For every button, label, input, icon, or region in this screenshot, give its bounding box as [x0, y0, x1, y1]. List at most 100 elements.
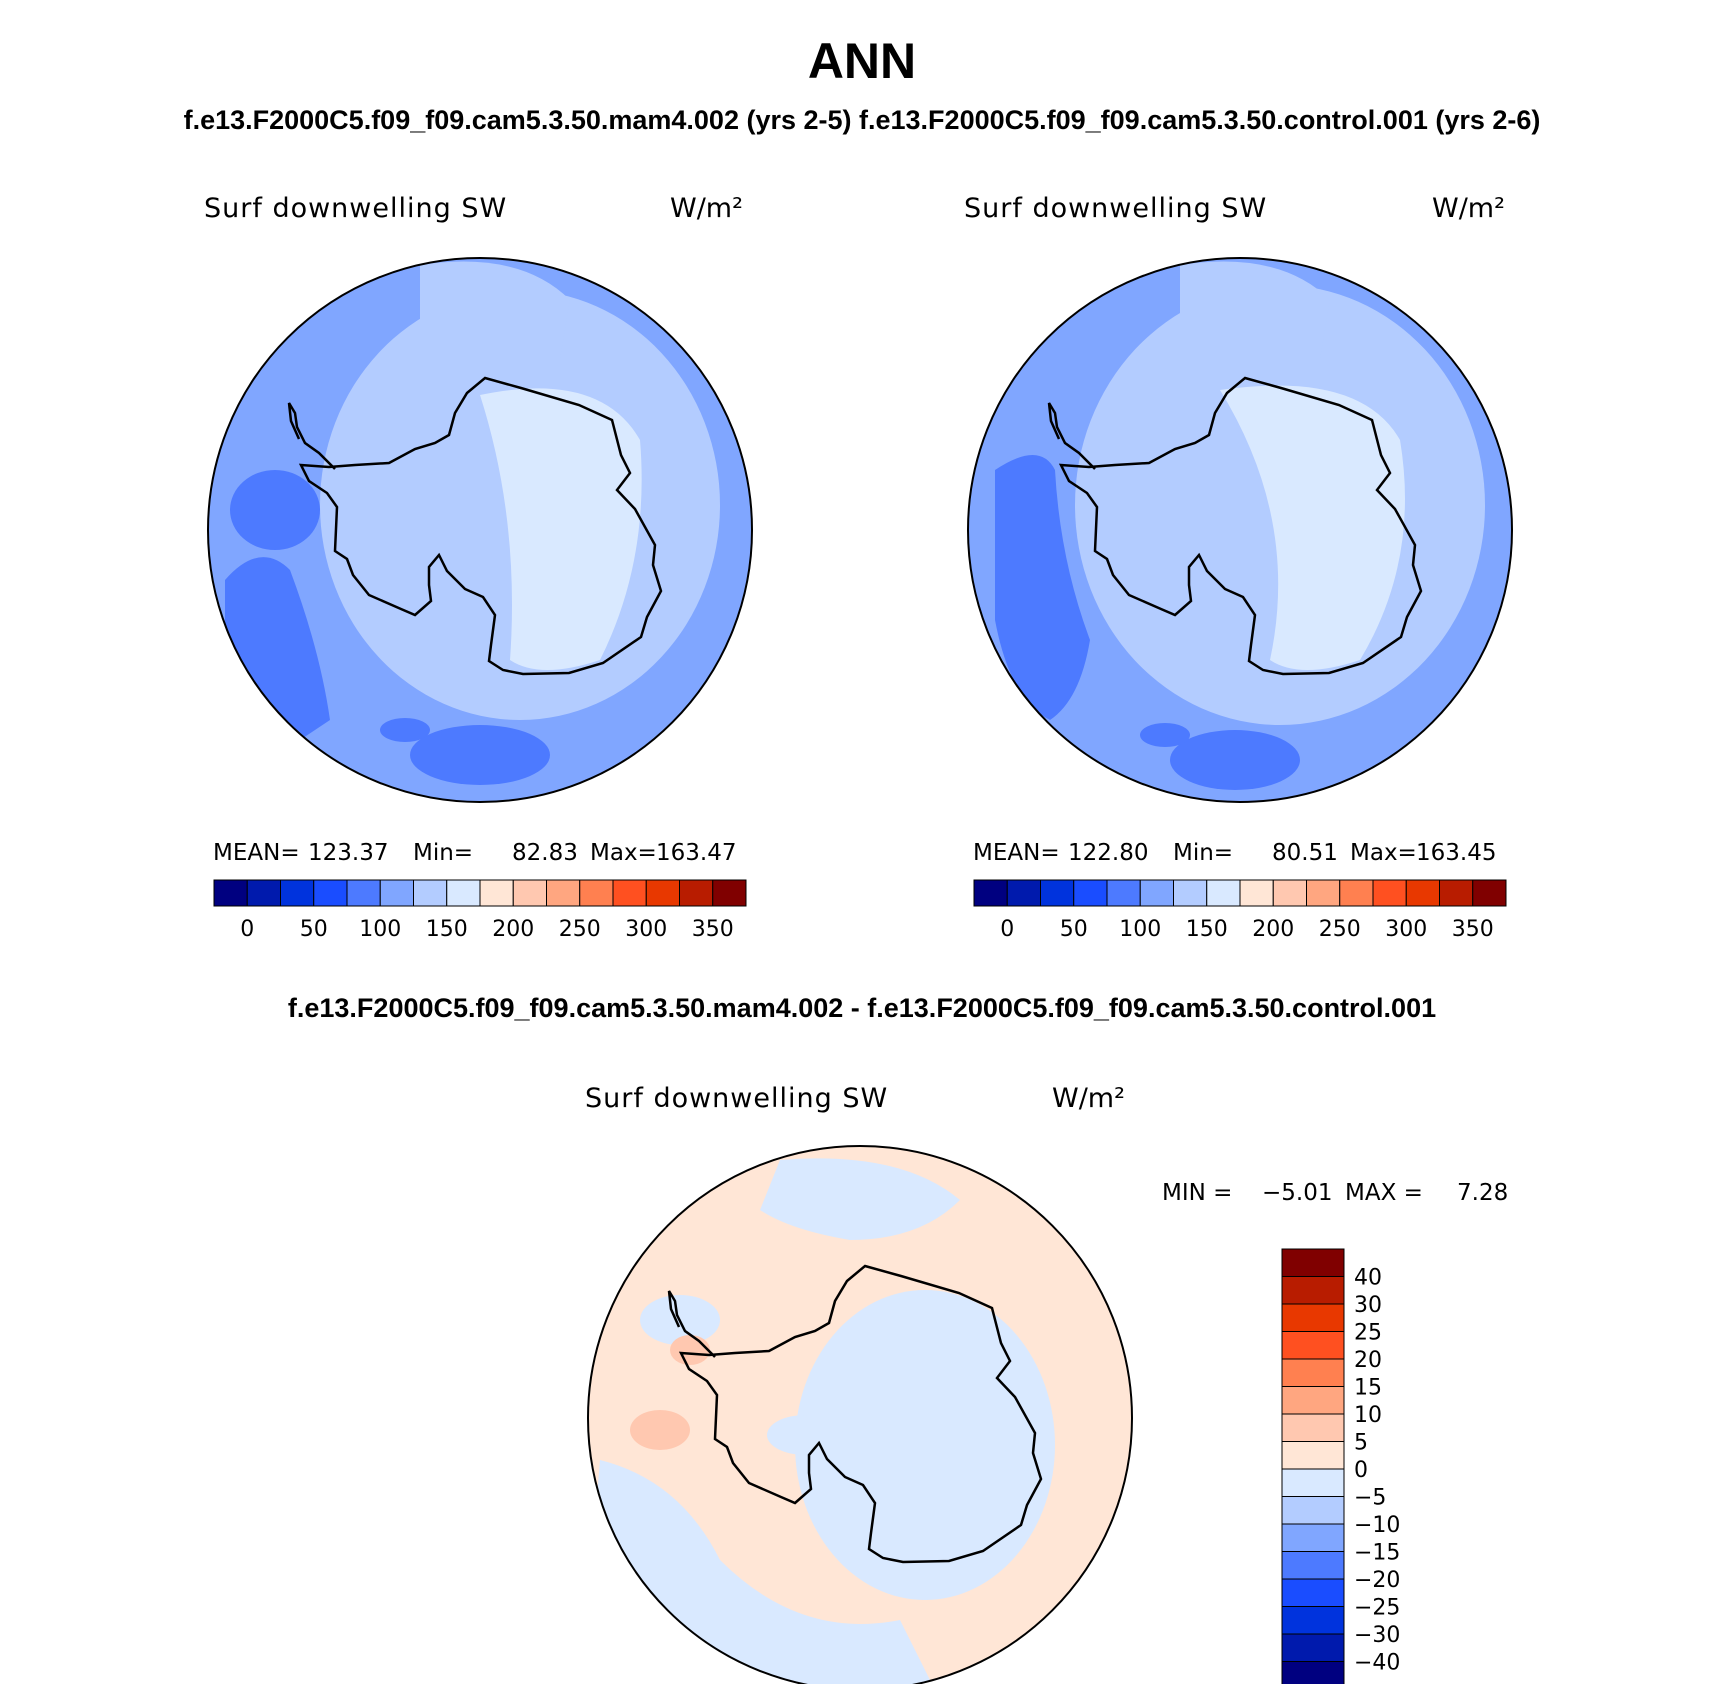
mean-value: 122.80 — [1068, 840, 1148, 866]
colorbar-box — [379, 879, 414, 907]
colorbar-box — [512, 879, 547, 907]
colorbar-box — [645, 879, 680, 907]
colorbar-tick-label: 5 — [1354, 1431, 1368, 1456]
figure-title: ANN — [808, 33, 916, 89]
colorbar-box — [1139, 879, 1174, 907]
map-panel-control: Surf downwelling SW W/m² MEAN= 122.80 Mi… — [964, 193, 1513, 942]
variable-label: Surf downwelling SW — [964, 193, 1267, 224]
colorbar-tick-label: 150 — [426, 917, 468, 942]
variable-label: Surf downwelling SW — [204, 193, 507, 224]
colorbar-tick-label: 30 — [1354, 1293, 1382, 1318]
colorbar-tick-label: −40 — [1354, 1651, 1400, 1676]
min-value: 82.83 — [512, 840, 578, 866]
colorbar-box — [1281, 1413, 1345, 1442]
colorbar-box — [1281, 1331, 1345, 1360]
colorbar-tick-label: 100 — [1119, 917, 1161, 942]
colorbar-control: 0 50 100 150 200 250 300 350 — [973, 879, 1507, 942]
antarctic-map — [588, 1146, 1132, 1684]
colorbar-box — [446, 879, 481, 907]
colorbar-box — [612, 879, 647, 907]
colorbar-tick-label: 150 — [1186, 917, 1228, 942]
colorbar-tick-label: 300 — [1385, 917, 1427, 942]
colorbar-box — [1281, 1661, 1345, 1684]
colorbar-tick-label: 100 — [359, 917, 401, 942]
colorbar-tick-label: −25 — [1354, 1596, 1400, 1621]
min-label: Min= — [1173, 840, 1233, 866]
colorbar-box — [313, 879, 348, 907]
min-value: −5.01 — [1262, 1180, 1332, 1206]
antarctic-map — [208, 258, 752, 802]
colorbar-tick-label: 250 — [1319, 917, 1361, 942]
max-value: 163.47 — [656, 840, 736, 866]
colorbar-tick-label: −10 — [1354, 1513, 1400, 1538]
colorbar-box — [346, 879, 381, 907]
colorbar-box — [1372, 879, 1407, 907]
colorbar-box — [1405, 879, 1440, 907]
colorbar-tick-label: −15 — [1354, 1541, 1400, 1566]
colorbar-box — [1239, 879, 1274, 907]
colorbar-box — [973, 879, 1008, 907]
antarctic-map — [968, 258, 1512, 802]
colorbar-tick-label: 10 — [1354, 1403, 1382, 1428]
mean-value: 123.37 — [308, 840, 388, 866]
map-panel-difference: Surf downwelling SW W/m² MIN = −5.01 MAX… — [585, 1083, 1508, 1684]
max-label: Max= — [1350, 840, 1417, 866]
colorbar-box — [1073, 879, 1108, 907]
colorbar-mam4: 0 50 100 150 200 250 300 350 — [213, 879, 747, 942]
colorbar-tick-label: 350 — [1452, 917, 1494, 942]
colorbar-box — [1472, 879, 1507, 907]
mean-label: MEAN= — [973, 840, 1060, 866]
colorbar-box — [479, 879, 514, 907]
colorbar-box — [1281, 1578, 1345, 1607]
colorbar-box — [1281, 1303, 1345, 1332]
max-label: MAX = — [1345, 1180, 1423, 1206]
colorbar-tick-label: −20 — [1354, 1568, 1400, 1593]
colorbar-box — [1272, 879, 1307, 907]
colorbar-box — [1040, 879, 1075, 907]
colorbar-box — [1173, 879, 1208, 907]
colorbar-box — [1281, 1386, 1345, 1415]
colorbar-box — [246, 879, 281, 907]
map-boundary — [967, 257, 1513, 803]
variable-label: Surf downwelling SW — [585, 1083, 888, 1114]
colorbar-tick-label: 0 — [240, 917, 254, 942]
colorbar-box — [213, 879, 248, 907]
colorbar-tick-label: 0 — [1000, 917, 1014, 942]
diff-title: f.e13.F2000C5.f09_f09.cam5.3.50.mam4.002… — [288, 993, 1436, 1023]
colorbar-box — [1281, 1551, 1345, 1580]
colorbar-tick-label: 250 — [559, 917, 601, 942]
colorbar-box — [1106, 879, 1141, 907]
colorbar-box — [1281, 1248, 1345, 1277]
colorbar-tick-label: 15 — [1354, 1376, 1382, 1401]
colorbar-box — [546, 879, 581, 907]
max-value: 163.45 — [1416, 840, 1496, 866]
min-label: MIN = — [1162, 1180, 1232, 1206]
min-value: 80.51 — [1272, 840, 1338, 866]
units-label: W/m² — [670, 193, 743, 224]
colorbar-tick-label: 350 — [692, 917, 734, 942]
mean-label: MEAN= — [213, 840, 300, 866]
colorbar-box — [712, 879, 747, 907]
map-panel-mam4: Surf downwelling SW W/m² MEAN= 123.37 Mi… — [204, 193, 753, 942]
colorbar-box — [1206, 879, 1241, 907]
units-label: W/m² — [1432, 193, 1505, 224]
max-value: 7.28 — [1457, 1180, 1508, 1206]
colorbar-tick-label: 0 — [1354, 1458, 1368, 1483]
colorbar-box — [1281, 1606, 1345, 1635]
units-label: W/m² — [1052, 1083, 1125, 1114]
colorbar-tick-label: 20 — [1354, 1348, 1382, 1373]
colorbar-box — [1439, 879, 1474, 907]
colorbar-box — [579, 879, 614, 907]
colorbar-box — [1006, 879, 1041, 907]
colorbar-tick-label: 50 — [300, 917, 328, 942]
colorbar-box — [1281, 1523, 1345, 1552]
colorbar-box — [679, 879, 714, 907]
colorbar-tick-label: 200 — [492, 917, 534, 942]
colorbar-tick-label: 40 — [1354, 1266, 1382, 1291]
colorbar-box — [1339, 879, 1374, 907]
colorbar-tick-label: −5 — [1354, 1486, 1386, 1511]
min-label: Min= — [413, 840, 473, 866]
colorbar-tick-label: 50 — [1060, 917, 1088, 942]
